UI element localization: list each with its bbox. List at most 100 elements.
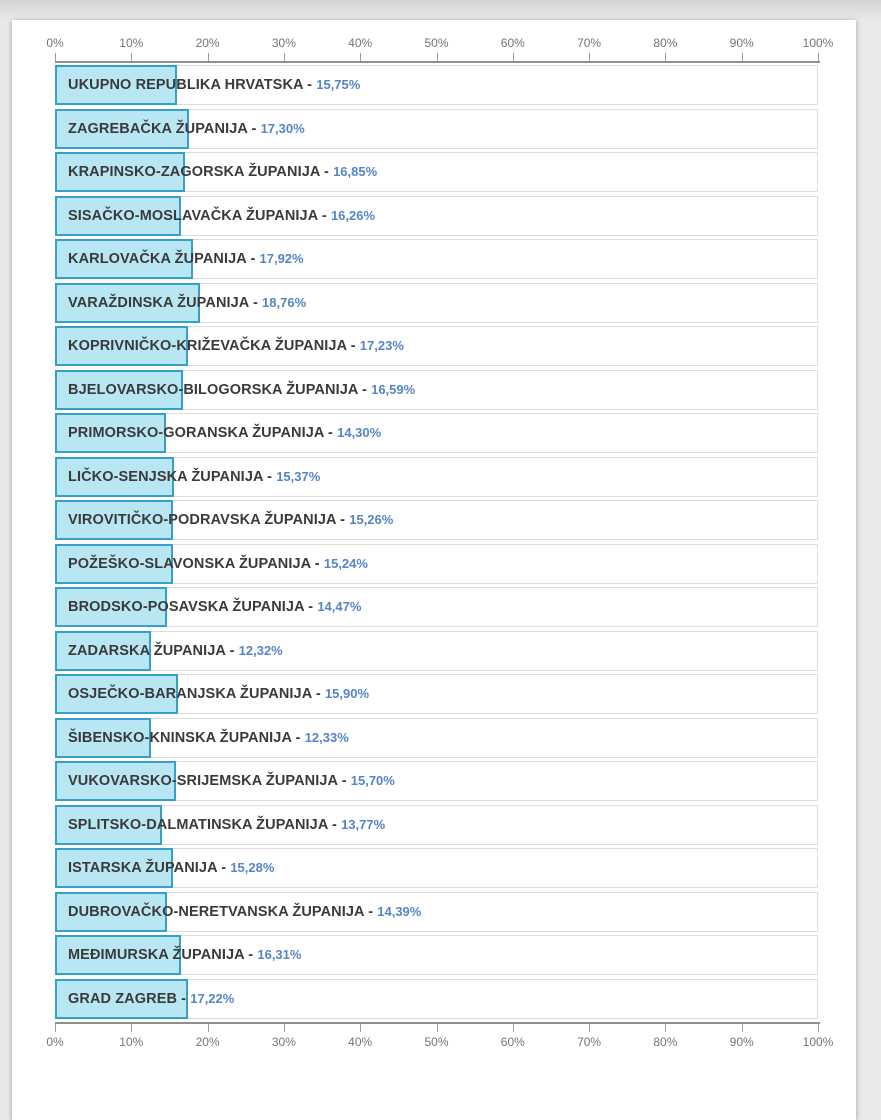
axis-line — [55, 61, 820, 63]
axis-tick-mark — [818, 1024, 819, 1032]
axis-tick-mark — [207, 1024, 209, 1032]
axis-tick-label: 0% — [46, 36, 64, 50]
axis-tick-label: 100% — [802, 1035, 834, 1049]
axis-tick-label: 90% — [729, 36, 754, 50]
axis-tick-mark — [131, 1024, 133, 1032]
axis-tick-label: 70% — [577, 36, 602, 50]
bar[interactable] — [55, 456, 174, 497]
bar-row: DUBROVAČKO-NERETVANSKA ŽUPANIJA - 14,39% — [55, 891, 818, 932]
bar[interactable] — [55, 848, 174, 888]
bar-label-name: OSJEČKO-BARANJSKA ŽUPANIJA - — [68, 686, 325, 702]
bar[interactable] — [55, 369, 184, 410]
axis-tick-mark — [512, 1024, 514, 1032]
axis-tick-mark — [818, 53, 819, 61]
bar[interactable] — [55, 108, 189, 149]
bar[interactable] — [55, 65, 177, 105]
bar-label-value: 14,47% — [317, 599, 362, 614]
bar[interactable] — [55, 239, 194, 279]
bar-row: SPLITSKO-DALMATINSKA ŽUPANIJA - 13,77% — [55, 804, 818, 845]
bar-row: KOPRIVNIČKO-KRIŽEVAČKA ŽUPANIJA - 17,23% — [55, 326, 818, 366]
axis-tick-mark — [283, 53, 285, 61]
bar-label-name: ZAGREBAČKA ŽUPANIJA - — [68, 120, 261, 137]
bar[interactable] — [55, 587, 168, 627]
bar-label-name: BRODSKO-POSAVSKA ŽUPANIJA - — [68, 599, 318, 615]
bar[interactable] — [55, 152, 186, 192]
bar-label-value: 17,22% — [190, 990, 235, 1006]
bar[interactable] — [55, 326, 189, 366]
axis-tick-label: 40% — [348, 1035, 373, 1049]
bar-label-value: 15,90% — [324, 686, 370, 701]
bar-row: ISTARSKA ŽUPANIJA - 15,28% — [55, 848, 818, 888]
axis-top: 0% 10% 20% 30% 40% 50% 60% 70% 80% 90% 100% — [46, 36, 833, 63]
axis-tick-mark — [131, 53, 133, 61]
bar-label: DUBROVAČKO-NERETVANSKA ŽUPANIJA - 14,39% — [68, 893, 421, 931]
bar-row: ŠIBENSKO-KNINSKA ŽUPANIJA - 12,33% — [55, 717, 818, 758]
bar-row: VUKOVARSKO-SRIJEMSKA ŽUPANIJA - 15,70% — [55, 761, 818, 801]
bar-label-value: 15,70% — [350, 773, 395, 788]
axis-tick-label: 80% — [653, 1035, 678, 1049]
bar-row: ZADARSKA ŽUPANIJA - 12,32% — [55, 630, 818, 671]
bar-label-name: DUBROVAČKO-NERETVANSKA ŽUPANIJA - — [68, 903, 378, 920]
bar-label: PRIMORSKO-GORANSKA ŽUPANIJA - 14,30% — [68, 414, 381, 452]
bar-label: SISAČKO-MOSLAVAČKA ŽUPANIJA - 16,26% — [68, 197, 375, 235]
bar-row: UKUPNO REPUBLIKA HRVATSKA - 15,75% — [55, 65, 818, 105]
bar-label: KOPRIVNIČKO-KRIŽEVAČKA ŽUPANIJA - 17,23% — [68, 327, 404, 365]
bar[interactable] — [55, 935, 182, 975]
bar-label-name: POŽEŠKO-SLAVONSKA ŽUPANIJA - — [68, 555, 324, 572]
bar-label: BJELOVARSKO-BILOGORSKA ŽUPANIJA - 16,59% — [68, 371, 415, 409]
bar-row: MEĐIMURSKA ŽUPANIJA - 16,31% — [55, 935, 818, 975]
axis-tick-mark — [741, 1024, 743, 1032]
bar-label-value: 16,59% — [371, 381, 416, 397]
bar[interactable] — [55, 978, 189, 1019]
bar-label-value: 17,30% — [260, 120, 305, 136]
bar[interactable] — [55, 717, 151, 758]
bar-label-name: ŠIBENSKO-KNINSKA ŽUPANIJA - — [68, 729, 305, 746]
bar-label-value: 17,92% — [259, 251, 304, 266]
bar[interactable] — [55, 630, 151, 671]
axis-tick-mark — [512, 53, 514, 61]
bar[interactable] — [55, 195, 181, 236]
bar[interactable] — [55, 804, 162, 845]
bar[interactable] — [55, 761, 177, 801]
axis-tick-label: 50% — [424, 36, 449, 50]
bar[interactable] — [55, 282, 200, 323]
bar-label-value: 15,37% — [276, 468, 321, 484]
bar-label-name: VUKOVARSKO-SRIJEMSKA ŽUPANIJA - — [68, 773, 351, 789]
bar-row: LIČKO-SENJSKA ŽUPANIJA - 15,37% — [55, 456, 818, 497]
axis-tick-label: 10% — [119, 1035, 144, 1049]
bar-row: OSJEČKO-BARANJSKA ŽUPANIJA - 15,90% — [55, 674, 818, 714]
bar-label: VARAŽDINSKA ŽUPANIJA - 18,76% — [68, 284, 306, 322]
axis-tick-mark — [283, 1024, 285, 1032]
axis-tick-label: 50% — [424, 1035, 449, 1049]
axis-tick-label: 90% — [729, 1035, 754, 1049]
bar-label: ZADARSKA ŽUPANIJA - 12,32% — [68, 632, 283, 670]
bar-label-value: 18,76% — [262, 294, 307, 310]
bar-label: KRAPINSKO-ZAGORSKA ŽUPANIJA - 16,85% — [68, 153, 377, 191]
bar-label: OSJEČKO-BARANJSKA ŽUPANIJA - 15,90% — [68, 675, 369, 713]
bar[interactable] — [55, 543, 173, 584]
bar-label: POŽEŠKO-SLAVONSKA ŽUPANIJA - 15,24% — [68, 545, 368, 583]
bar-row: ZAGREBAČKA ŽUPANIJA - 17,30% — [55, 108, 818, 149]
bar-label: VIROVITIČKO-PODRAVSKA ŽUPANIJA - 15,26% — [68, 501, 393, 539]
axis-tick-label: 100% — [802, 36, 834, 50]
bar-row: KARLOVAČKA ŽUPANIJA - 17,92% — [55, 239, 818, 279]
bar-label-name: BJELOVARSKO-BILOGORSKA ŽUPANIJA - — [68, 381, 372, 398]
bar-label-value: 16,85% — [333, 164, 378, 179]
bar-chart: 0% 10% 20% 30% 40% 50% 60% 70% 80% 90% 100% UKUPNO… — [46, 36, 833, 1052]
bar-label-value: 12,32% — [238, 642, 283, 658]
bar-row: BRODSKO-POSAVSKA ŽUPANIJA - 14,47% — [55, 587, 818, 627]
bar-label: KARLOVAČKA ŽUPANIJA - 17,92% — [68, 240, 304, 278]
bar[interactable] — [55, 413, 166, 453]
bar-label-name: ZADARSKA ŽUPANIJA - — [68, 642, 239, 659]
axis-tick-label: 0% — [46, 1035, 64, 1049]
axis-tick-mark — [55, 53, 56, 61]
bar-label: VUKOVARSKO-SRIJEMSKA ŽUPANIJA - 15,70% — [68, 762, 395, 800]
bar[interactable] — [55, 674, 178, 714]
bar[interactable] — [55, 891, 167, 932]
bar[interactable] — [55, 500, 174, 540]
bar-label-value: 15,24% — [323, 555, 368, 571]
bar-label-name: VIROVITIČKO-PODRAVSKA ŽUPANIJA - — [68, 512, 350, 528]
bar-label-name: KRAPINSKO-ZAGORSKA ŽUPANIJA - — [68, 164, 334, 180]
axis-tick-label: 10% — [119, 36, 144, 50]
axis-tick-mark — [436, 53, 438, 61]
